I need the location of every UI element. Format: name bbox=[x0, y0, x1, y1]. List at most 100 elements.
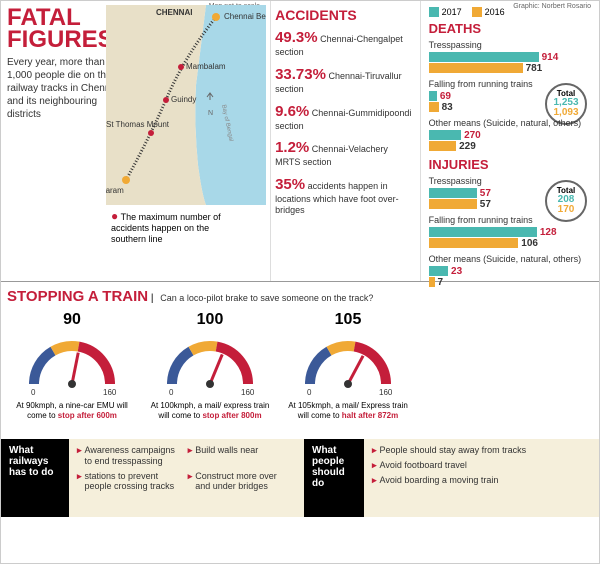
bullet-icon: ● bbox=[111, 209, 118, 223]
gauge-caption: At 90kmph, a nine-car EMU will come to s… bbox=[7, 401, 137, 420]
compass-n: N bbox=[208, 110, 213, 117]
tip-item: ▸Construct more over and under bridges bbox=[188, 471, 289, 493]
stopping-section: STOPPING A TRAIN | Can a loco-pilot brak… bbox=[1, 281, 599, 439]
gauge-icon: 0 160 bbox=[293, 329, 403, 399]
max-note-text: The maximum number of accidents happen o… bbox=[111, 212, 221, 244]
gauge-stop-text: halt after 872m bbox=[342, 411, 398, 420]
tip-item: ▸Build walls near bbox=[188, 445, 289, 467]
gauge-stop-text: stop after 800m bbox=[202, 411, 261, 420]
accidents-column: ACCIDENTS 49.3% Chennai-Chengalpet secti… bbox=[270, 1, 420, 281]
bar-2017 bbox=[429, 227, 537, 237]
bar-group: Tresspassing 57 57 Total 208 170 bbox=[429, 176, 591, 209]
accident-pct: 35% bbox=[275, 176, 305, 193]
tip-item: ▸People should stay away from tracks bbox=[372, 445, 591, 456]
arrow-icon: ▸ bbox=[372, 460, 377, 471]
sea-shape bbox=[195, 5, 266, 205]
gauge-speed: 105 bbox=[283, 311, 413, 329]
total-2016: 170 bbox=[547, 205, 585, 215]
tip-text: Avoid footboard travel bbox=[380, 460, 467, 471]
bar-value-2016: 57 bbox=[480, 199, 491, 210]
tip-text: Awareness campaigns to end tresspassing bbox=[85, 445, 178, 467]
accident-pct: 9.6% bbox=[275, 103, 309, 120]
people-title-box: What people should do bbox=[304, 439, 364, 517]
bar-row-2017: 914 bbox=[429, 52, 591, 62]
station-dot bbox=[178, 64, 184, 70]
bar-row-2016: 106 bbox=[429, 238, 591, 248]
bar-row-2017: 128 bbox=[429, 227, 591, 237]
tip-text: stations to prevent people crossing trac… bbox=[85, 471, 178, 493]
land-shape bbox=[106, 5, 206, 205]
bottom-section: What railways has to do ▸Awareness campa… bbox=[1, 439, 599, 517]
accident-item: 49.3% Chennai-Chengalpet section bbox=[275, 29, 416, 58]
legend-box-2016 bbox=[472, 7, 482, 17]
tip-item: ▸Avoid footboard travel bbox=[372, 460, 591, 471]
svg-text:160: 160 bbox=[241, 388, 255, 397]
arrow-icon: ▸ bbox=[77, 445, 82, 467]
svg-text:0: 0 bbox=[169, 388, 174, 397]
station-label: Tambaram bbox=[106, 186, 124, 195]
tip-text: Avoid boarding a moving train bbox=[380, 475, 499, 486]
legend-2017: 2017 bbox=[429, 7, 462, 17]
arrow-icon: ▸ bbox=[372, 445, 377, 456]
station-dot bbox=[148, 130, 154, 136]
bar-2017 bbox=[429, 266, 448, 276]
arrow-icon: ▸ bbox=[372, 475, 377, 486]
bar-value-2017: 57 bbox=[480, 188, 491, 199]
bar-2016 bbox=[429, 63, 523, 73]
railways-title-box: What railways has to do bbox=[1, 439, 69, 517]
gauge-icon: 0 160 bbox=[17, 329, 127, 399]
legend-2016: 2016 bbox=[472, 7, 505, 17]
map-area: CHENNAI Chennai Beach Mambalam Guindy St… bbox=[106, 5, 266, 205]
bar-2016 bbox=[429, 102, 439, 112]
tip-text: Construct more over and under bridges bbox=[195, 471, 288, 493]
bar-row-2016: 229 bbox=[429, 141, 591, 151]
bar-2017 bbox=[429, 130, 461, 140]
gauge-caption: At 105kmph, a mail/ Express train will c… bbox=[283, 401, 413, 420]
bar-row-2017: 270 bbox=[429, 130, 591, 140]
accidents-list: 49.3% Chennai-Chengalpet section33.73% C… bbox=[275, 29, 416, 216]
bar-row-2017: 23 bbox=[429, 266, 591, 276]
stats-column: 2017 2016 DEATHS Tresspassing 914 781 Fa… bbox=[420, 1, 599, 281]
gauge-icon: 0 160 bbox=[155, 329, 265, 399]
station-label: Guindy bbox=[171, 95, 196, 104]
accident-pct: 33.73% bbox=[275, 66, 326, 83]
bar-2016 bbox=[429, 141, 457, 151]
gauge-box: 105 0 160 At 105kmph, a mail/ Express tr… bbox=[283, 311, 413, 420]
bar-label: Other means (Suicide, natural, others) bbox=[429, 118, 591, 128]
tip-item: ▸stations to prevent people crossing tra… bbox=[77, 471, 178, 493]
left-column: FATAL FIGURES Every year, more than 1,00… bbox=[1, 1, 270, 281]
station-label: St Thomas Mount bbox=[106, 120, 170, 129]
bar-value-2016: 106 bbox=[521, 238, 538, 249]
bar-2016 bbox=[429, 238, 519, 248]
station-label: Mambalam bbox=[186, 62, 226, 71]
station-label: Chennai Beach bbox=[224, 12, 266, 21]
bar-group: Falling from running trains 128 106 bbox=[429, 215, 591, 248]
gauge-caption: At 100kmph, a mail/ express train will c… bbox=[145, 401, 275, 420]
legend-label-2016: 2016 bbox=[485, 7, 505, 17]
arrow-icon: ▸ bbox=[188, 445, 193, 467]
legend-box-2017 bbox=[429, 7, 439, 17]
bar-value-2016: 83 bbox=[442, 102, 453, 113]
svg-text:160: 160 bbox=[379, 388, 393, 397]
bar-value-2016: 229 bbox=[459, 141, 476, 152]
bar-group: Tresspassing 914 781 bbox=[429, 40, 591, 73]
bar-2017 bbox=[429, 188, 477, 198]
gauge-speed: 100 bbox=[145, 311, 275, 329]
chennai-label: CHENNAI bbox=[156, 8, 192, 17]
accident-item: 1.2% Chennai-Velachery MRTS section bbox=[275, 139, 416, 168]
deaths-bars: Tresspassing 914 781 Falling from runnin… bbox=[429, 40, 591, 151]
bar-label: Falling from running trains bbox=[429, 215, 591, 225]
bar-group: Other means (Suicide, natural, others) 2… bbox=[429, 118, 591, 151]
accidents-title: ACCIDENTS bbox=[275, 7, 416, 23]
railways-title: What railways has to do bbox=[9, 445, 61, 478]
bar-value-2017: 128 bbox=[540, 227, 557, 238]
bar-value-2017: 69 bbox=[440, 91, 451, 102]
gauge-stop-text: stop after 600m bbox=[58, 411, 117, 420]
divider: | bbox=[151, 293, 156, 304]
accident-item: 9.6% Chennai-Gummidipoondi section bbox=[275, 103, 416, 132]
arrow-icon: ▸ bbox=[77, 471, 82, 493]
deaths-title: DEATHS bbox=[429, 21, 591, 36]
bar-row-2016: 7 bbox=[429, 277, 591, 287]
bar-2017 bbox=[429, 52, 539, 62]
accident-item: 35% accidents happen in locations which … bbox=[275, 176, 416, 216]
